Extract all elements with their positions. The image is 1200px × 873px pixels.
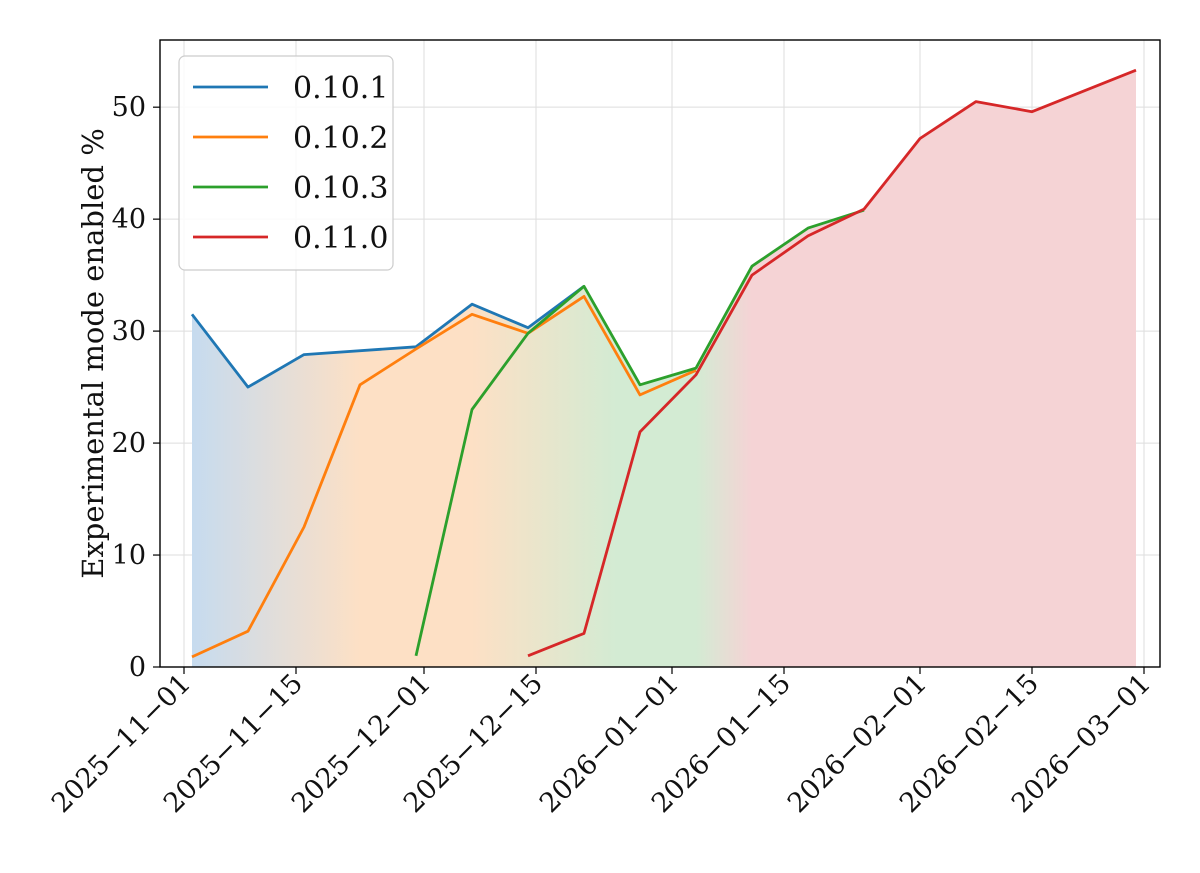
series-lines (190, 68, 1137, 659)
legend: 0.10.1 0.10.2 0.10.3 0.11.0 (178, 55, 394, 271)
y-axis: 0 10 20 30 40 50 (112, 92, 160, 683)
legend-item: 0.10.3 (193, 171, 388, 206)
y-tick-label: 10 (112, 540, 146, 571)
y-tick-label: 30 (112, 316, 146, 347)
legend-item: 0.11.0 (193, 221, 388, 256)
shaded-area (192, 70, 1136, 667)
series-line-0.11.0 (527, 68, 1137, 658)
y-axis-title: Experimental mode enabled % (76, 128, 110, 579)
series-line-0.10.2 (191, 295, 697, 659)
legend-label: 0.10.2 (293, 121, 388, 156)
legend-item: 0.10.2 (193, 121, 388, 156)
y-tick-label: 20 (112, 428, 146, 459)
series-line-0.10.1 (190, 285, 585, 389)
y-tick-label: 0 (129, 652, 146, 683)
y-tick-label: 40 (112, 204, 146, 235)
legend-item: 0.10.1 (193, 71, 388, 106)
series-line-0.10.3 (414, 208, 865, 657)
legend-label: 0.10.1 (293, 71, 388, 106)
legend-label: 0.11.0 (293, 221, 388, 256)
legend-box (178, 55, 394, 271)
legend-label: 0.10.3 (293, 171, 388, 206)
plot-frame (159, 39, 1161, 668)
y-tick-label: 50 (112, 92, 146, 123)
